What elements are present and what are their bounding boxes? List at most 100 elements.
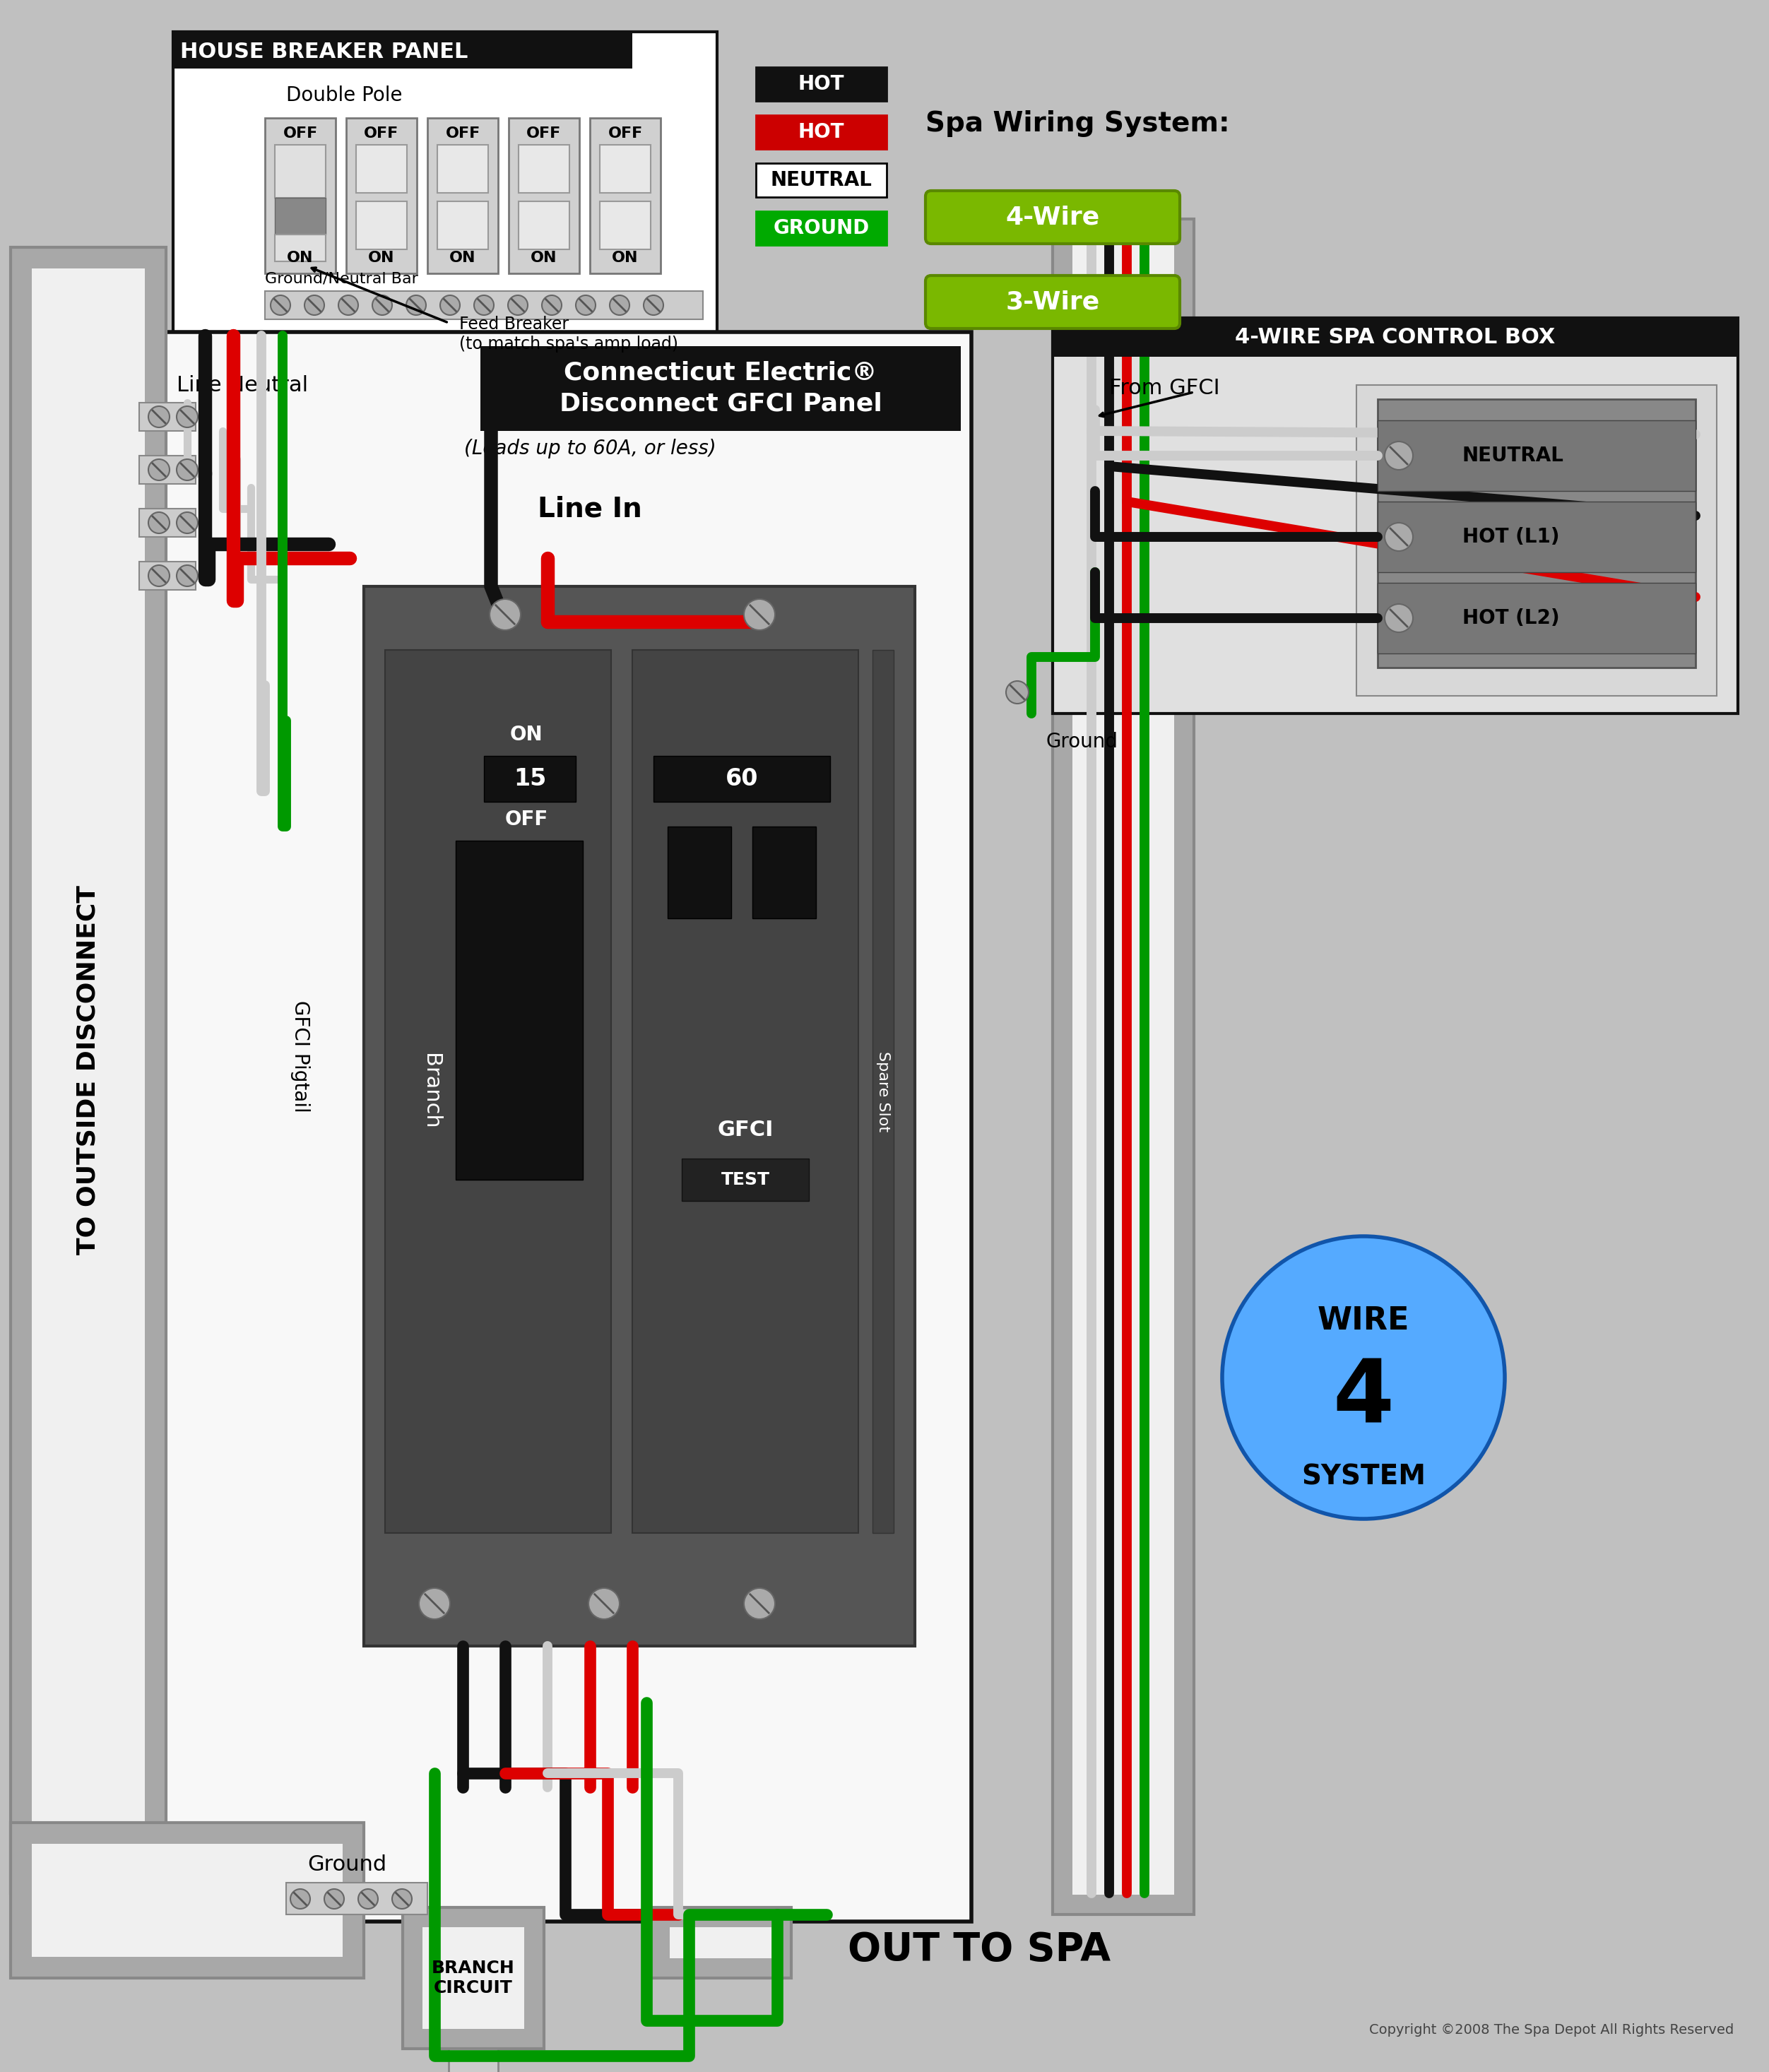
FancyBboxPatch shape <box>925 191 1180 244</box>
Circle shape <box>1385 605 1413 632</box>
Text: GROUND: GROUND <box>773 218 869 238</box>
Bar <box>287 1883 428 1915</box>
Bar <box>755 66 886 102</box>
Bar <box>403 1908 545 2049</box>
Text: Ground/Neutral Bar: Ground/Neutral Bar <box>265 271 417 286</box>
Text: OFF: OFF <box>364 126 398 141</box>
Circle shape <box>393 1890 412 1908</box>
Bar <box>1357 385 1716 696</box>
Bar <box>456 841 582 1179</box>
Circle shape <box>419 1587 449 1618</box>
Bar <box>632 651 858 1533</box>
Circle shape <box>177 512 198 533</box>
Text: ON: ON <box>449 251 476 265</box>
Bar <box>67 332 971 1921</box>
Circle shape <box>474 296 494 315</box>
Text: TEST: TEST <box>722 1171 770 1187</box>
Text: 4-Wire: 4-Wire <box>1005 205 1100 230</box>
Bar <box>1072 238 1175 1894</box>
Circle shape <box>177 406 198 427</box>
Bar <box>173 31 632 68</box>
Bar <box>649 1908 791 1979</box>
Bar <box>1053 317 1737 713</box>
Circle shape <box>745 1587 775 1618</box>
Bar <box>449 2049 499 2072</box>
Bar <box>140 562 196 591</box>
Text: SYSTEM: SYSTEM <box>1302 1463 1426 1490</box>
Bar <box>265 290 702 319</box>
Bar <box>140 508 196 537</box>
Circle shape <box>304 296 324 315</box>
Text: From GFCI: From GFCI <box>1109 379 1221 398</box>
Text: Copyright ©2008 The Spa Depot All Rights Reserved: Copyright ©2008 The Spa Depot All Rights… <box>1369 2022 1734 2037</box>
Bar <box>1378 400 1695 667</box>
Bar <box>752 827 816 918</box>
Text: HOT: HOT <box>798 122 844 143</box>
FancyBboxPatch shape <box>925 276 1180 329</box>
Bar <box>140 402 196 431</box>
Bar <box>11 1823 364 1979</box>
Text: Double Pole: Double Pole <box>287 85 402 106</box>
Bar <box>600 201 651 249</box>
Text: HOT: HOT <box>798 75 844 93</box>
Text: ON: ON <box>612 251 639 265</box>
Bar <box>755 211 886 244</box>
Text: GFCI: GFCI <box>716 1121 773 1140</box>
Bar <box>437 145 488 193</box>
Text: WIRE: WIRE <box>1318 1305 1410 1336</box>
Bar <box>173 31 716 336</box>
Text: 60: 60 <box>725 767 759 792</box>
Bar <box>1053 317 1737 356</box>
Bar <box>1378 421 1695 491</box>
Bar <box>32 269 145 1873</box>
Circle shape <box>644 296 663 315</box>
Text: OFF: OFF <box>609 126 642 141</box>
Circle shape <box>271 296 290 315</box>
Text: ON: ON <box>531 251 557 265</box>
Circle shape <box>589 1587 619 1618</box>
Circle shape <box>440 296 460 315</box>
Bar <box>518 201 570 249</box>
Circle shape <box>177 566 198 586</box>
Bar <box>140 456 196 485</box>
Circle shape <box>149 566 170 586</box>
Bar <box>428 118 499 274</box>
Text: Ground: Ground <box>1045 731 1118 752</box>
Text: OFF: OFF <box>504 810 548 829</box>
Text: Spare Slot: Spare Slot <box>876 1051 890 1131</box>
Circle shape <box>371 296 393 315</box>
Text: Feed Breaker
(to match spa's amp load): Feed Breaker (to match spa's amp load) <box>460 315 678 352</box>
Circle shape <box>541 296 561 315</box>
Text: ON: ON <box>368 251 394 265</box>
Bar <box>364 586 915 1645</box>
Text: BRANCH
CIRCUIT: BRANCH CIRCUIT <box>432 1960 515 1995</box>
Circle shape <box>1007 682 1028 704</box>
Bar <box>1053 220 1194 1915</box>
Bar <box>681 1158 808 1202</box>
Text: Ground: Ground <box>308 1854 387 1875</box>
Bar <box>274 197 325 234</box>
Text: 3-Wire: 3-Wire <box>1005 290 1100 315</box>
Text: ON: ON <box>509 725 543 744</box>
Text: NEUTRAL: NEUTRAL <box>771 170 872 191</box>
Bar <box>274 145 325 197</box>
Text: ON: ON <box>287 251 313 265</box>
Circle shape <box>745 599 775 630</box>
Text: OFF: OFF <box>283 126 318 141</box>
Bar <box>1378 501 1695 572</box>
Bar <box>386 651 610 1533</box>
Circle shape <box>149 460 170 481</box>
Text: (Loads up to 60A, or less): (Loads up to 60A, or less) <box>463 439 716 458</box>
Text: OFF: OFF <box>527 126 561 141</box>
Bar <box>11 247 166 1894</box>
Bar <box>356 145 407 193</box>
Text: HOT (L2): HOT (L2) <box>1463 609 1560 628</box>
Text: Line In: Line In <box>538 495 642 522</box>
Text: Spa Wiring System:: Spa Wiring System: <box>925 110 1229 137</box>
Bar <box>755 164 886 197</box>
Text: OUT TO SPA: OUT TO SPA <box>847 1931 1111 1968</box>
Text: Connecticut Electric®: Connecticut Electric® <box>564 361 877 385</box>
Circle shape <box>490 599 520 630</box>
Text: GFCI Pigtail: GFCI Pigtail <box>290 1001 310 1113</box>
Circle shape <box>1385 441 1413 470</box>
